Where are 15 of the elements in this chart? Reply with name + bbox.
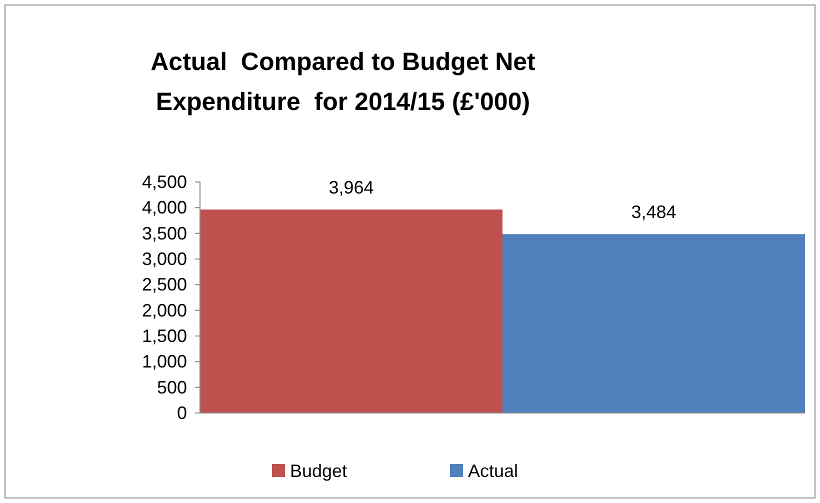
chart-title: Actual Compared to Budget Net Expenditure for 2014/15 (£'000) bbox=[150, 48, 536, 116]
y-tick-label: 500 bbox=[156, 377, 187, 398]
y-tick-label: 1,500 bbox=[142, 326, 187, 346]
y-tick-label: 4,000 bbox=[142, 198, 187, 218]
y-tick-label: 2,500 bbox=[142, 274, 187, 295]
legend-label: Budget bbox=[290, 461, 348, 481]
y-tick-label: 1,000 bbox=[142, 352, 187, 372]
y-tick-label: 2,000 bbox=[142, 300, 187, 320]
legend-label: Actual bbox=[468, 461, 518, 481]
y-tick-label: 4,500 bbox=[142, 172, 187, 192]
data-label: 3,484 bbox=[631, 202, 676, 222]
y-tick-label: 3,000 bbox=[142, 249, 187, 269]
data-label: 3,964 bbox=[328, 178, 374, 198]
y-tick-label: 3,500 bbox=[142, 223, 187, 244]
y-tick-label: 0 bbox=[176, 403, 187, 423]
